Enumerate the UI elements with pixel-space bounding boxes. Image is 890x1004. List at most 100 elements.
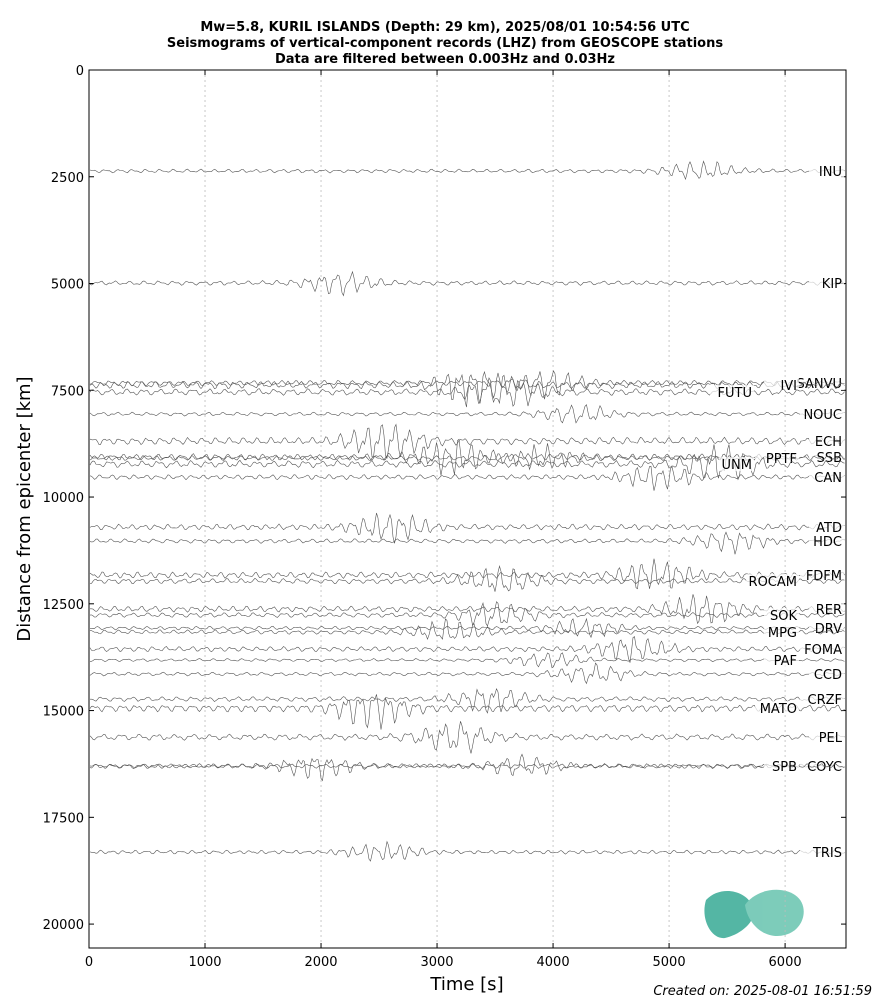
station-label: ECH [815, 435, 842, 450]
station-label: INU [819, 165, 842, 180]
y-axis-label: Distance from epicenter [km] [14, 376, 35, 641]
station-label: KIP [822, 277, 842, 292]
seismogram-trace [89, 465, 845, 491]
station-label: SSB [817, 451, 842, 466]
seismogram-trace [89, 618, 845, 641]
y-tick-label: 15000 [43, 705, 84, 720]
logo-shape [745, 889, 804, 936]
x-tick-label: 0 [85, 955, 93, 970]
label-bg [809, 667, 844, 682]
y-tick-label: 5000 [51, 278, 84, 293]
station-label: RER [816, 603, 842, 618]
station-label: COYC [807, 760, 842, 775]
station-label: DRV [815, 622, 842, 637]
station-label: ATD [816, 521, 842, 536]
station-label: HDC [813, 535, 842, 550]
station-label: NOUC [803, 408, 842, 423]
seismogram-trace [89, 512, 845, 544]
label-bg [809, 434, 844, 449]
y-tick-label: 12500 [43, 598, 84, 613]
label-bg [755, 701, 799, 716]
label-bg [800, 692, 844, 707]
label-bg [764, 625, 799, 640]
label-bg [809, 520, 844, 535]
seismogram-trace [89, 753, 845, 777]
logo-shape [704, 890, 754, 939]
label-bg [800, 845, 844, 860]
plot-frame [88, 69, 847, 949]
station-label: FUTU [718, 386, 752, 401]
label-bg [791, 376, 844, 391]
label-bg [710, 385, 754, 400]
label-bg [809, 470, 844, 485]
station-label: SPB [772, 760, 797, 775]
label-bg [764, 759, 799, 774]
chart-title: Mw=5.8, KURIL ISLANDS (Depth: 29 km), 20… [200, 20, 689, 35]
label-bg [809, 621, 844, 636]
station-label: ROCAM [749, 575, 797, 590]
seismogram-trace [89, 443, 845, 471]
x-tick-label: 2000 [304, 955, 337, 970]
seismogram-trace [89, 840, 845, 862]
label-bg [809, 602, 844, 617]
seismogram-trace [89, 531, 845, 555]
seismogram-trace [89, 370, 845, 400]
seismogram-trace [89, 594, 845, 625]
seismogram-trace [89, 444, 845, 481]
x-tick-label: 5000 [653, 955, 686, 970]
chart-subtitle: Data are filtered between 0.003Hz and 0.… [275, 52, 615, 67]
x-tick-label: 4000 [537, 955, 570, 970]
seismogram-trace [89, 721, 845, 754]
seismogram-trace [89, 636, 845, 663]
label-bg [800, 568, 844, 583]
seismogram-trace [89, 423, 845, 459]
station-label: FDFM [806, 569, 842, 584]
station-label: UNM [722, 458, 752, 473]
label-bg [800, 642, 844, 657]
seismogram-trace [89, 617, 845, 639]
label-bg [764, 653, 799, 668]
y-tick-label: 10000 [43, 491, 84, 506]
station-label: PAF [774, 654, 797, 669]
label-bg [809, 450, 844, 465]
y-tick-label: 0 [76, 64, 84, 79]
station-label: PPTF [766, 452, 797, 467]
logo [704, 889, 804, 939]
seismogram-trace [89, 687, 845, 714]
chart-subtitle: Seismograms of vertical-component record… [167, 36, 723, 51]
station-label: MPG [768, 626, 797, 641]
label-bg [809, 534, 844, 549]
footer: Created on: 2025-08-01 16:51:59 [653, 984, 872, 999]
x-axis-label: Time [s] [429, 974, 503, 995]
seismogram-trace [89, 558, 845, 590]
station-label: SANVU [796, 377, 842, 392]
label-bg [764, 608, 799, 623]
seismogram-trace [89, 565, 845, 592]
label-bg [809, 163, 844, 178]
y-tick-label: 2500 [51, 171, 84, 186]
station-label: FOMA [804, 643, 842, 658]
y-tick-label: 17500 [43, 811, 84, 826]
label-bg [809, 730, 844, 745]
station-label: CAN [814, 471, 842, 486]
seismogram-trace [89, 404, 845, 424]
label-bg [764, 378, 799, 393]
label-bg [809, 276, 844, 291]
station-label: PEL [819, 731, 843, 746]
x-tick-label: 1000 [188, 955, 221, 970]
station-label: TRIS [812, 846, 842, 861]
label-bg [755, 451, 799, 466]
seismogram-trace [89, 652, 845, 669]
station-label: CRZF [808, 693, 843, 708]
y-tick-label: 20000 [43, 918, 84, 933]
station-label: SOK [770, 609, 797, 624]
y-tick-label: 7500 [51, 384, 84, 399]
seismogram-trace [89, 662, 845, 685]
x-tick-label: 3000 [420, 955, 453, 970]
station-label: IVI [780, 379, 797, 394]
seismogram-trace [89, 270, 845, 297]
seismogram-trace [89, 757, 845, 782]
seismogram-trace [89, 601, 845, 627]
label-bg [746, 574, 799, 589]
